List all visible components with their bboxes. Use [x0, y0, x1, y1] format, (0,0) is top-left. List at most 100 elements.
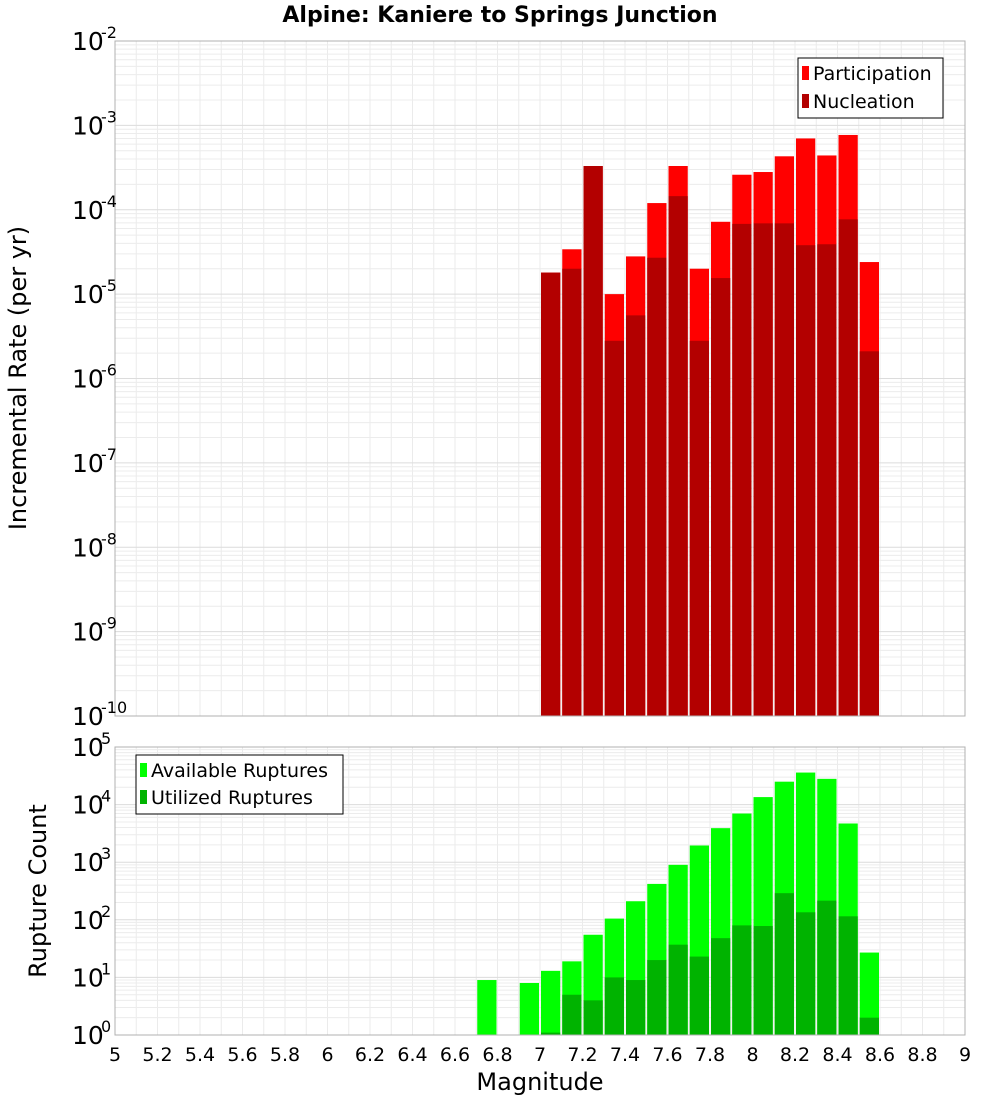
bar-utilized-ruptures	[753, 926, 773, 1035]
bar-nucleation	[626, 315, 646, 716]
y-tick-label: 10	[72, 1021, 104, 1050]
y-tick-label: 10	[72, 27, 104, 56]
bar-nucleation	[753, 223, 773, 716]
bar-utilized-ruptures	[817, 900, 837, 1035]
y-tick-exponent: -9	[101, 614, 117, 633]
bar-utilized-ruptures	[859, 1017, 879, 1035]
bar-nucleation	[859, 351, 879, 716]
y-tick-exponent: 4	[101, 787, 111, 806]
bar-utilized-ruptures	[626, 980, 646, 1035]
legend-label-utilized: Utilized Ruptures	[151, 787, 313, 809]
y-tick-exponent: 3	[101, 844, 111, 863]
bar-utilized-ruptures	[647, 960, 667, 1035]
y-tick-exponent: -3	[101, 107, 117, 126]
x-tick-label: 6.4	[397, 1044, 427, 1066]
y-tick-exponent: 0	[101, 1017, 111, 1036]
bar-nucleation	[817, 244, 837, 717]
x-tick-label: 6.8	[482, 1044, 512, 1066]
x-tick-label: 8.4	[822, 1044, 852, 1066]
bar-nucleation	[541, 272, 561, 716]
y-tick-label: 10	[72, 533, 104, 562]
x-tick-label: 6.6	[440, 1044, 470, 1066]
y-tick-label: 10	[72, 618, 104, 647]
x-tick-label: 7	[534, 1044, 546, 1066]
x-tick-label: 8.2	[780, 1044, 810, 1066]
bar-utilized-ruptures	[689, 956, 709, 1035]
bar-nucleation	[689, 340, 709, 716]
y-tick-exponent: -5	[101, 276, 117, 295]
bar-utilized-ruptures	[774, 893, 794, 1035]
x-tick-label: 6	[321, 1044, 333, 1066]
bottom-bars	[477, 772, 879, 1035]
bar-nucleation	[647, 257, 667, 716]
y-tick-exponent: 1	[101, 959, 111, 978]
x-tick-label: 5.6	[227, 1044, 257, 1066]
x-tick-label: 7.8	[695, 1044, 725, 1066]
bar-available-ruptures	[477, 980, 497, 1035]
y-tick-label: 10	[72, 111, 104, 140]
y-tick-exponent: -7	[101, 445, 117, 464]
bar-available-ruptures	[859, 952, 879, 1035]
x-tick-label: 5.8	[270, 1044, 300, 1066]
y-tick-exponent: 2	[101, 902, 111, 921]
bar-nucleation	[604, 340, 624, 716]
chart-title: Alpine: Kaniere to Springs Junction	[282, 3, 717, 28]
legend-swatch-participation	[802, 66, 809, 80]
bar-utilized-ruptures	[838, 916, 858, 1035]
bar-utilized-ruptures	[796, 912, 816, 1035]
bar-nucleation	[562, 268, 582, 716]
bar-nucleation	[838, 219, 858, 717]
y-tick-exponent: -8	[101, 529, 117, 548]
bar-nucleation	[711, 278, 731, 716]
top-bars	[541, 134, 879, 717]
y-tick-label: 10	[72, 196, 104, 225]
bar-nucleation	[668, 196, 688, 716]
y-tick-label: 10	[72, 906, 104, 935]
legend-swatch-nucleation	[802, 94, 809, 108]
top-legend-box	[797, 57, 944, 119]
x-tick-label: 7.2	[567, 1044, 597, 1066]
x-tick-label: 5.4	[185, 1044, 215, 1066]
x-tick-label: 5.2	[142, 1044, 172, 1066]
bottom-plot-border	[114, 746, 966, 1036]
bottom-y-axis-label: Rupture Count	[24, 804, 52, 978]
y-tick-label: 10	[72, 848, 104, 877]
y-tick-label: 10	[72, 733, 104, 762]
x-tick-label: 9	[959, 1044, 971, 1066]
x-tick-label: 5	[109, 1044, 121, 1066]
bar-nucleation	[774, 223, 794, 716]
x-tick-label: 8	[746, 1044, 758, 1066]
y-tick-label: 10	[72, 963, 104, 992]
y-tick-label: 10	[72, 702, 104, 731]
y-tick-label: 10	[72, 449, 104, 478]
y-tick-exponent: -2	[101, 23, 117, 42]
bar-utilized-ruptures	[711, 938, 731, 1035]
bar-utilized-ruptures	[604, 977, 624, 1035]
x-axis-label: Magnitude	[476, 1068, 603, 1096]
top-plot-border	[114, 40, 966, 717]
bar-available-ruptures	[541, 970, 561, 1035]
x-tick-label: 7.6	[652, 1044, 682, 1066]
x-tick-label: 6.2	[355, 1044, 385, 1066]
y-tick-label: 10	[72, 791, 104, 820]
bar-nucleation	[732, 223, 752, 716]
bar-nucleation	[796, 245, 816, 717]
x-tick-label: 8.8	[907, 1044, 937, 1066]
bar-utilized-ruptures	[541, 1032, 561, 1035]
legend-label-participation: Participation	[813, 63, 932, 85]
top-grid	[114, 41, 966, 717]
x-tick-label: 8.6	[865, 1044, 895, 1066]
legend-label-available: Available Ruptures	[151, 760, 328, 782]
y-tick-exponent: -6	[101, 361, 117, 380]
x-tick-label: 7.4	[610, 1044, 640, 1066]
y-tick-label: 10	[72, 365, 104, 394]
bar-available-ruptures	[519, 982, 539, 1035]
top-legend: Participation Nucleation	[797, 57, 944, 119]
y-tick-label: 10	[72, 280, 104, 309]
bar-utilized-ruptures	[732, 925, 752, 1035]
x-ticks: 5 5.2 5.4 5.6 5.8 6 6.2 6.4 6.6 6.8 7 7.2 7.4 7.6 7.8 8…	[109, 1044, 971, 1066]
